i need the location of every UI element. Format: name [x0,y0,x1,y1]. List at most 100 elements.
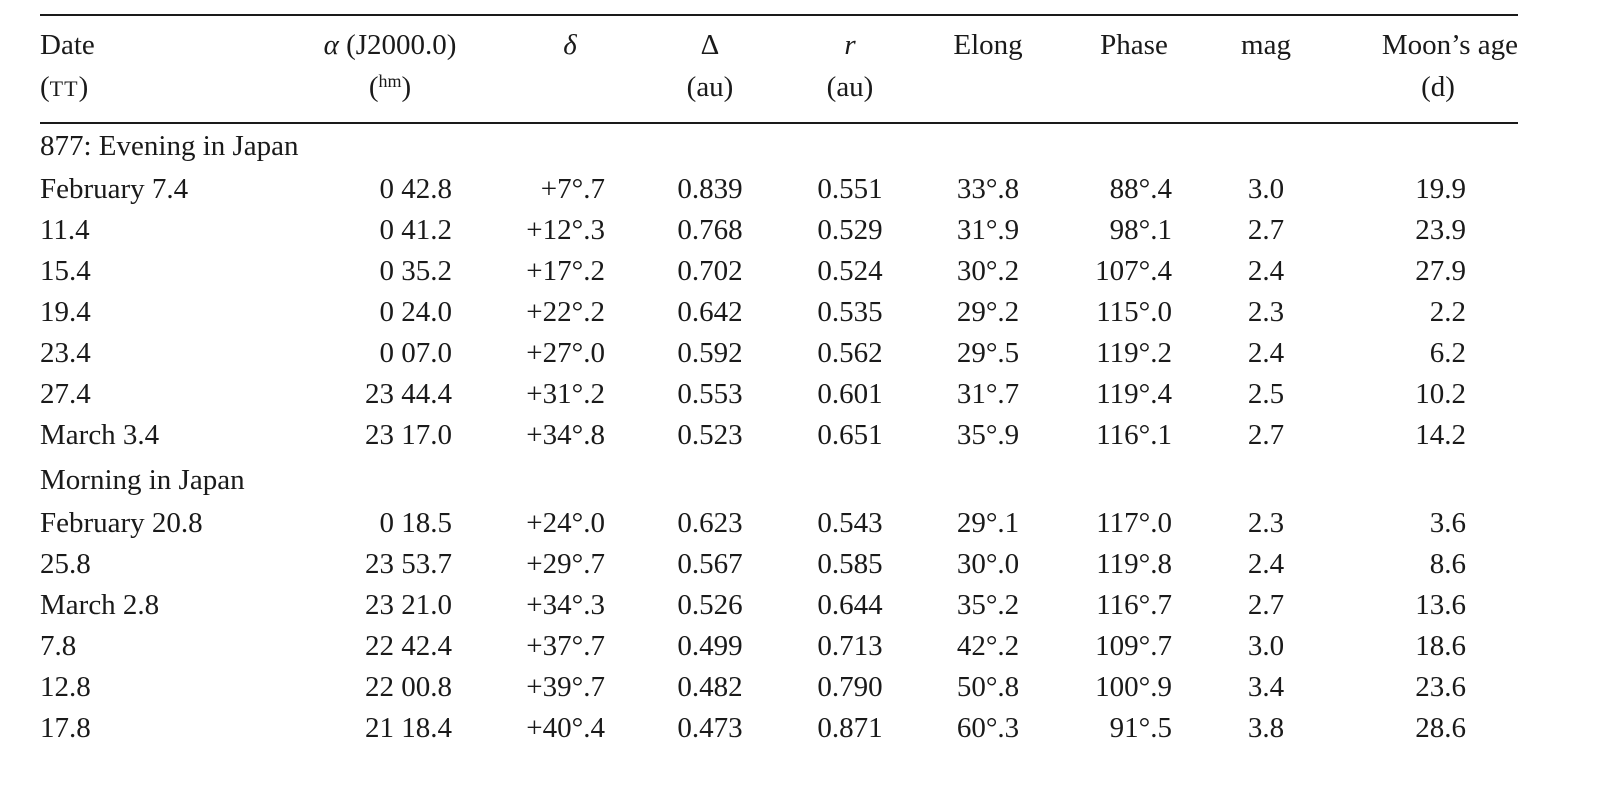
cell-delta: +40°.4 [526,712,605,744]
cell-phase: 98°.1 [1109,214,1172,246]
header-phase: Phase [1100,29,1168,61]
cell-delta: 0.482 [677,671,743,703]
cell-delta: 0.768 [677,214,743,246]
cell-date: 12.8 [40,671,91,703]
cell-alpha: 0 24.0 [379,296,453,328]
cell-elong: 29°.5 [956,337,1020,369]
cell-r: 0.529 [817,214,883,246]
cell-r: 0.551 [817,173,883,205]
cell-moon-age: 10.2 [1415,378,1466,410]
cell-delta: 0.567 [677,548,743,580]
cell-phase: 119°.4 [1096,378,1172,410]
cell-date: March 2.8 [40,589,160,621]
cell-delta: 0.642 [677,296,743,328]
cell-elong: 33°.8 [956,173,1020,205]
cell-mag: 2.3 [1247,507,1285,539]
cell-delta: +17°.2 [526,255,605,287]
header-Delta: Δ [700,29,720,61]
cell-moon-age: 18.6 [1415,630,1466,662]
cell-moon-age: 19.9 [1415,173,1466,205]
cell-delta: +7°.7 [540,173,605,205]
cell-alpha: 23 44.4 [365,378,452,410]
cell-r: 0.535 [817,296,883,328]
cell-date: March 3.4 [40,419,160,451]
cell-alpha: 22 42.4 [365,630,452,662]
cell-mag: 3.0 [1247,630,1285,662]
cell-delta: 0.702 [677,255,743,287]
cell-delta: +22°.2 [526,296,605,328]
cell-delta: +39°.7 [526,671,605,703]
cell-mag: 2.7 [1247,419,1285,451]
cell-alpha: 0 42.8 [379,173,453,205]
cell-moon-age: 13.6 [1415,589,1466,621]
cell-date: 27.4 [40,378,91,410]
cell-phase: 107°.4 [1095,255,1172,287]
cell-delta: 0.523 [677,419,743,451]
cell-elong: 31°.9 [956,214,1020,246]
cell-date: 19.4 [40,296,91,328]
cell-r: 0.543 [817,507,883,539]
cell-delta: +27°.0 [526,337,605,369]
cell-delta: +29°.7 [526,548,605,580]
cell-delta: 0.592 [677,337,743,369]
header-date-line1: Date [40,29,95,61]
cell-delta: 0.473 [677,712,743,744]
header-moon-age-unit: (d) [1421,71,1455,103]
cell-moon-age: 14.2 [1415,419,1466,451]
cell-phase: 88°.4 [1109,173,1172,205]
cell-alpha: 22 00.8 [365,671,452,703]
cell-delta: 0.839 [677,173,743,205]
cell-delta: +34°.3 [526,589,605,621]
cell-r: 0.871 [817,712,883,744]
cell-delta: 0.499 [677,630,743,662]
cell-elong: 30°.2 [956,255,1020,287]
cell-r: 0.524 [817,255,883,287]
cell-phase: 115°.0 [1096,296,1172,328]
cell-moon-age: 8.6 [1429,548,1466,580]
cell-date: 11.4 [40,214,90,246]
cell-delta: +37°.7 [526,630,605,662]
cell-r: 0.651 [817,419,883,451]
cell-alpha: 0 18.5 [379,507,453,539]
cell-date: February 7.4 [40,173,189,205]
section-title: 877: Evening in Japan [40,130,299,162]
cell-mag: 2.4 [1247,337,1285,369]
cell-date: February 20.8 [40,507,203,539]
header-date-tt: TT [49,76,79,101]
header-r-unit: (au) [826,71,874,103]
cell-elong: 35°.2 [956,589,1020,621]
cell-phase: 109°.7 [1095,630,1172,662]
cell-mag: 2.7 [1247,214,1285,246]
table-header-rule [40,122,1518,124]
cell-alpha: 21 18.4 [365,712,452,744]
cell-delta: 0.526 [677,589,743,621]
cell-alpha: 0 41.2 [379,214,453,246]
header-alpha-unit: (hm) [368,71,412,103]
header-date: Date [40,28,95,62]
cell-date: 25.8 [40,548,91,580]
cell-alpha: 23 21.0 [365,589,452,621]
cell-date: 7.8 [40,630,77,662]
cell-r: 0.790 [817,671,883,703]
cell-r: 0.562 [817,337,883,369]
table-top-rule [40,14,1518,16]
section-title: Morning in Japan [40,464,245,496]
cell-moon-age: 23.6 [1415,671,1466,703]
cell-delta: 0.623 [677,507,743,539]
cell-phase: 119°.8 [1096,548,1172,580]
cell-mag: 3.8 [1247,712,1285,744]
cell-mag: 2.5 [1247,378,1285,410]
cell-mag: 2.4 [1247,255,1285,287]
header-Delta-unit: (au) [686,71,734,103]
header-r: r [844,29,856,61]
header-delta: δ [563,29,577,61]
cell-moon-age: 3.6 [1429,507,1466,539]
cell-moon-age: 28.6 [1415,712,1466,744]
header-date-unit: (TT) [40,71,89,103]
cell-phase: 100°.9 [1095,671,1172,703]
cell-mag: 2.3 [1247,296,1285,328]
cell-mag: 3.4 [1247,671,1285,703]
cell-alpha: 23 17.0 [365,419,452,451]
cell-phase: 116°.7 [1096,589,1172,621]
cell-elong: 29°.2 [956,296,1020,328]
